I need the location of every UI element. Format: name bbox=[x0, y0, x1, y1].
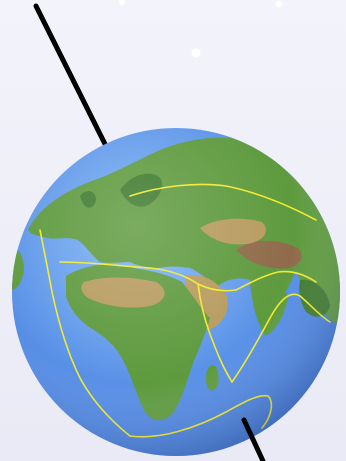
star bbox=[191, 48, 201, 58]
globe-shading bbox=[12, 128, 340, 456]
star bbox=[119, 0, 125, 5]
rotation-axis-top bbox=[33, 3, 111, 153]
star bbox=[275, 0, 283, 8]
earth-globe bbox=[12, 128, 340, 456]
rotation-axis-bottom bbox=[241, 417, 266, 461]
stars bbox=[119, 0, 283, 58]
